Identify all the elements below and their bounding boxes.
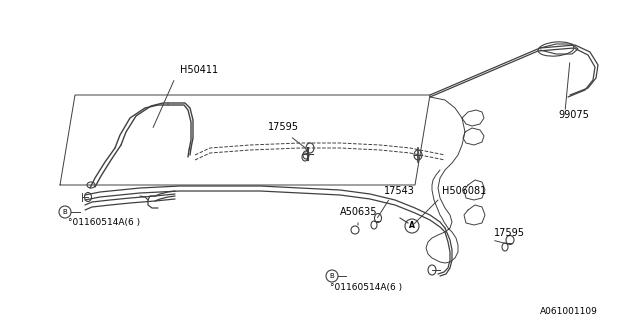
Text: A: A — [409, 221, 415, 230]
Text: 99075: 99075 — [558, 110, 589, 120]
Text: H506081: H506081 — [442, 186, 486, 196]
Text: 17595: 17595 — [494, 228, 525, 238]
Text: A50635: A50635 — [340, 207, 378, 217]
Text: °01160514A(6 ): °01160514A(6 ) — [330, 283, 402, 292]
Text: °01160514A(6 ): °01160514A(6 ) — [68, 218, 140, 227]
Text: 17595: 17595 — [268, 122, 299, 132]
Text: A061001109: A061001109 — [540, 307, 598, 316]
Text: 17543: 17543 — [384, 186, 415, 196]
Text: B: B — [330, 273, 334, 279]
Text: H50411: H50411 — [180, 65, 218, 75]
Text: B: B — [63, 209, 67, 215]
